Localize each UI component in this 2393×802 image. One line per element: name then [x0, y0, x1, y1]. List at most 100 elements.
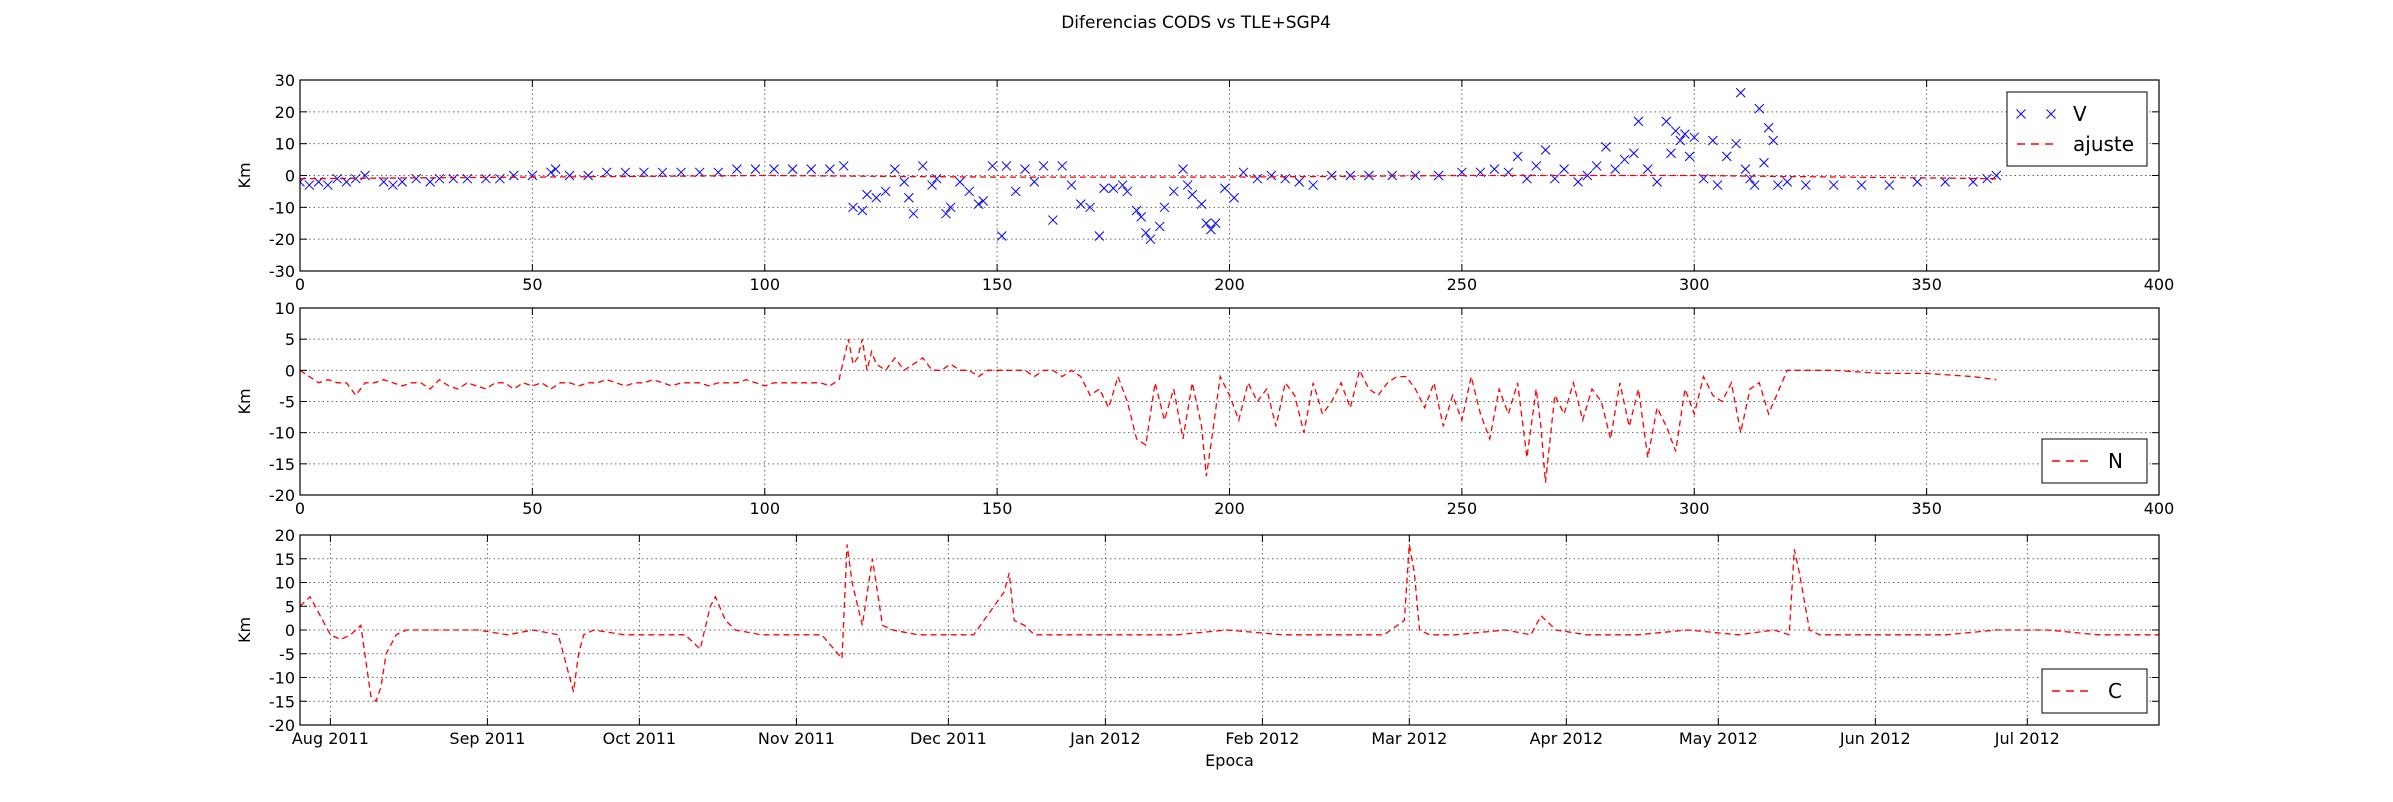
data-point-V [1168, 186, 1179, 197]
data-point-V [425, 177, 435, 187]
data-point-V [323, 180, 333, 190]
data-point-V [1601, 141, 1611, 152]
y-axis-label: Km [235, 162, 254, 188]
y-tick-label: -30 [269, 262, 295, 281]
y-tick-label: 5 [285, 597, 295, 616]
x-tick-label: 350 [1911, 275, 1942, 294]
data-point-V [848, 202, 858, 213]
data-point-V [1136, 212, 1147, 222]
data-point-V [1531, 161, 1542, 171]
y-tick-label: -10 [269, 424, 295, 443]
data-point-V [1038, 161, 1049, 171]
x-tick-label: 50 [522, 499, 542, 518]
figure-title: Diferencias CODS vs TLE+SGP4 [1061, 13, 1331, 33]
data-point-V [955, 177, 965, 187]
x-tick-label: Aug 2011 [292, 729, 369, 748]
data-point-V [508, 170, 519, 181]
y-tick-label: -20 [269, 230, 295, 249]
data-point-V [1712, 180, 1723, 190]
data-point-V [397, 177, 408, 187]
x-tick-label: 150 [982, 275, 1013, 294]
data-point-V [1763, 122, 1774, 133]
data-point-V [1540, 145, 1551, 155]
x-tick-label: Apr 2012 [1530, 729, 1603, 748]
y-tick-label: 0 [285, 361, 295, 380]
y-tick-label: 20 [275, 526, 295, 545]
data-point-V [1117, 180, 1128, 190]
x-tick-label: Dec 2011 [910, 729, 987, 748]
data-point-V [996, 231, 1007, 241]
y-tick-label: 20 [275, 103, 295, 122]
x-tick-label: 0 [295, 499, 305, 518]
data-point-V [527, 170, 538, 181]
legend-marker-V [2046, 109, 2056, 119]
data-point-V [1754, 103, 1765, 114]
data-point-V [1085, 202, 1095, 213]
data-point-V [750, 164, 761, 174]
data-point-V [1707, 135, 1718, 146]
y-tick-label: -15 [269, 692, 295, 711]
data-point-V [1238, 167, 1249, 178]
y-tick-label: 10 [275, 135, 295, 154]
data-point-V [931, 173, 942, 184]
data-point-V [732, 164, 742, 174]
y-tick-label: 15 [275, 550, 295, 569]
data-point-V [1108, 183, 1119, 194]
data-point-V [1266, 170, 1277, 181]
data-point-V [964, 186, 975, 197]
data-point-V [1094, 231, 1105, 241]
data-point-V [1666, 148, 1676, 159]
data-point-V [332, 173, 343, 184]
data-point-V [1735, 87, 1746, 98]
data-point-V [1675, 135, 1686, 146]
data-point-V [1187, 189, 1198, 200]
data-point-V [1773, 180, 1783, 190]
data-point-V [1182, 180, 1193, 190]
data-point-V [941, 208, 951, 219]
data-point-V [1828, 180, 1839, 190]
y-axis-label: Km [235, 388, 254, 414]
data-point-V [1294, 177, 1305, 187]
data-point-V [1582, 170, 1593, 181]
data-point-V [908, 208, 919, 219]
data-point-V [1159, 202, 1170, 213]
x-tick-label: 100 [749, 275, 780, 294]
y-axis-label: Km [235, 617, 254, 643]
data-point-V [1154, 221, 1165, 232]
data-point-V [1145, 234, 1156, 245]
x-tick-label: 400 [2144, 275, 2175, 294]
x-tick-label: 350 [1911, 499, 1942, 518]
data-point-V [1206, 224, 1216, 235]
data-point-V [1252, 173, 1263, 184]
data-point-V [1099, 183, 1109, 194]
data-point-V [1800, 180, 1811, 190]
data-point-V [1559, 164, 1569, 174]
data-point-V [1573, 177, 1583, 187]
subplot-n-residuals: 0 50 100 150 200 250 300 350 400 -20 -15 -10 -5 0 5 10 K… [235, 299, 2174, 518]
series-line-C [300, 544, 2159, 703]
series-line-N [300, 339, 1997, 483]
data-point-V [838, 161, 849, 171]
data-point-V [1680, 129, 1690, 139]
data-point-V [1940, 177, 1951, 187]
data-point-V [927, 180, 937, 190]
data-point-V [1433, 170, 1444, 181]
data-point-V [987, 161, 998, 171]
data-point-V [945, 202, 956, 213]
data-point-V [1075, 199, 1086, 210]
x-tick-label: Mar 2012 [1371, 729, 1447, 748]
data-point-V [1345, 170, 1356, 181]
data-point-V [1280, 173, 1291, 184]
x-tick-label: 250 [1447, 499, 1478, 518]
y-tick-label: -15 [269, 455, 295, 474]
x-tick-label: 50 [522, 275, 542, 294]
data-point-V [1670, 126, 1681, 136]
data-point-V [1628, 148, 1639, 159]
data-point-V [1642, 164, 1653, 174]
data-point-V [1122, 186, 1133, 197]
data-point-V [378, 177, 389, 187]
data-point-V [1768, 135, 1779, 146]
legend-label-V: V [2073, 102, 2087, 126]
data-point-V [1131, 205, 1142, 216]
